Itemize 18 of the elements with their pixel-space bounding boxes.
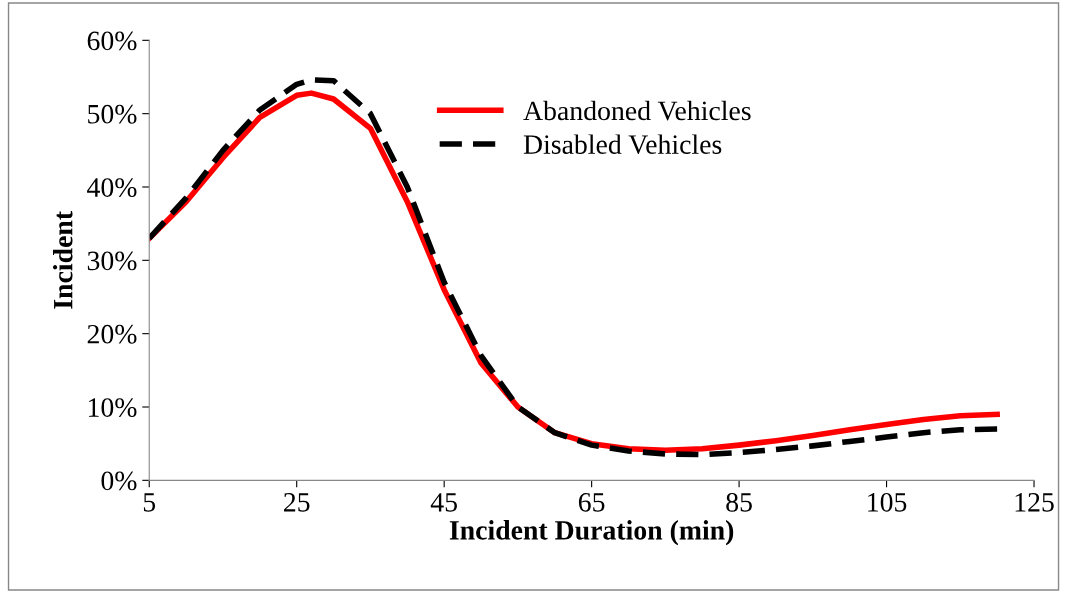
x-tick-label: 85 [726,492,752,512]
x-tick-label: 105 [868,492,907,512]
y-tick-label: 30% [87,251,137,271]
x-tick-label: 5 [143,493,156,512]
legend-label: Abandoned Vehicles [523,100,751,121]
x-tick-label: 125 [1015,493,1054,512]
y-tick-label: 0% [101,471,137,491]
x-tick-label: 25 [284,493,310,512]
x-tick-label: 65 [578,493,605,512]
y-tick-label: 60% [87,31,137,51]
y-tick-label: 40% [87,178,137,197]
x-axis-title: Incident Duration (min) [449,520,734,546]
y-tick-label: 20% [87,324,137,344]
y-tick-label: 10% [88,398,137,417]
legend-label: Disabled Vehicles [523,134,722,155]
y-tick-label: 50% [88,104,137,124]
y-axis-title: Incident [52,211,73,309]
x-tick-label: 45 [430,493,457,512]
